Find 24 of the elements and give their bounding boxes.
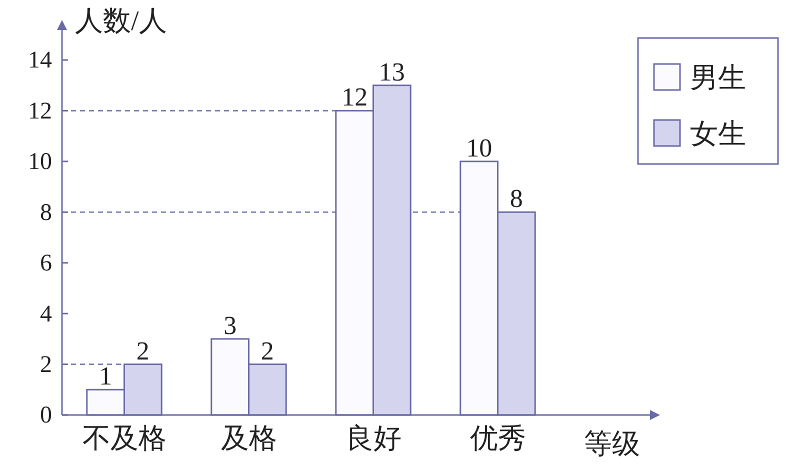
y-tick-label: 4 bbox=[40, 301, 52, 328]
data-label: 13 bbox=[378, 57, 405, 86]
legend-label: 男生 bbox=[690, 63, 746, 94]
data-label: 1 bbox=[99, 362, 112, 391]
x-tick-label: 不及格 bbox=[82, 423, 166, 454]
data-label: 8 bbox=[510, 184, 523, 214]
y-tick-label: 10 bbox=[28, 149, 52, 176]
y-tick-label: 12 bbox=[28, 98, 52, 124]
legend-label: 女生 bbox=[690, 119, 746, 150]
y-tick-label: 6 bbox=[40, 250, 52, 277]
data-label: 12 bbox=[342, 82, 368, 112]
y-tick-label: 2 bbox=[40, 352, 52, 378]
y-tick-label: 14 bbox=[28, 48, 52, 74]
data-label: 3 bbox=[224, 310, 237, 340]
y-tick-label: 0 bbox=[40, 402, 52, 429]
data-label: 10 bbox=[466, 133, 492, 162]
y-tick-label: 8 bbox=[40, 200, 52, 226]
data-label: 2 bbox=[136, 336, 150, 366]
x-axis-title: 等级 bbox=[584, 429, 640, 460]
data-label: 2 bbox=[260, 336, 274, 366]
x-tick-label: 优秀 bbox=[470, 423, 526, 454]
x-tick-label: 及格 bbox=[220, 423, 277, 454]
y-axis-title: 人数/人 bbox=[75, 6, 167, 37]
x-tick-label: 良好 bbox=[345, 423, 402, 454]
